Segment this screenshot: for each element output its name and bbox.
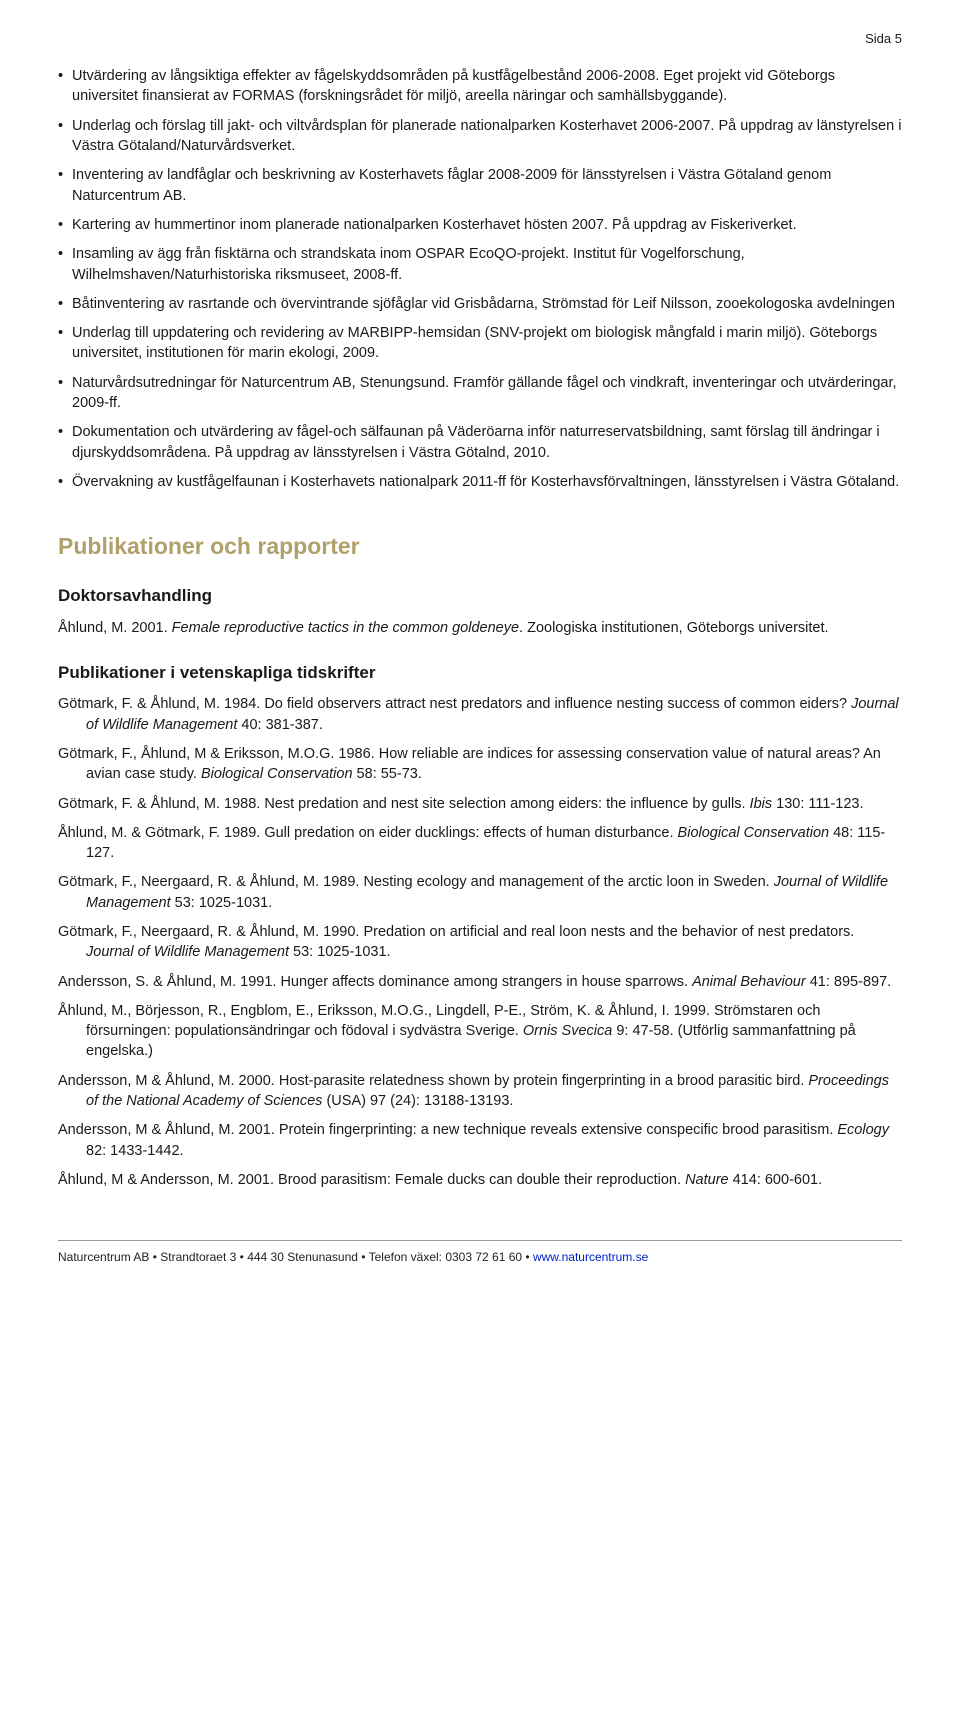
page-number: Sida 5: [58, 30, 902, 48]
footer-separator: •: [149, 1250, 160, 1264]
reference-text: Andersson, M & Åhlund, M. 2001. Protein …: [58, 1122, 837, 1138]
reference-item: Götmark, F., Åhlund, M & Eriksson, M.O.G…: [58, 744, 902, 785]
reference-list-journals: Götmark, F. & Åhlund, M. 1984. Do field …: [58, 694, 902, 1190]
reference-list-dissertation: Åhlund, M. 2001. Female reproductive tac…: [58, 618, 902, 638]
reference-item: Åhlund, M. & Götmark, F. 1989. Gull pred…: [58, 823, 902, 864]
reference-text: 130: 111-123.: [772, 796, 863, 812]
bullet-item: Underlag till uppdatering och revidering…: [58, 323, 902, 364]
reference-text: 40: 381-387.: [237, 717, 322, 733]
reference-text: . Zoologiska institutionen, Göteborgs un…: [519, 620, 829, 636]
footer-address-1: Strandtoraet 3: [160, 1250, 236, 1264]
reference-item: Åhlund, M & Andersson, M. 2001. Brood pa…: [58, 1170, 902, 1190]
reference-item: Andersson, M & Åhlund, M. 2000. Host-par…: [58, 1071, 902, 1112]
reference-text: Götmark, F. & Åhlund, M. 1984. Do field …: [58, 696, 851, 712]
bullet-item: Underlag och förslag till jakt- och vilt…: [58, 116, 902, 157]
reference-journal: Animal Behaviour: [692, 974, 806, 990]
bullet-item: Utvärdering av långsiktiga effekter av f…: [58, 66, 902, 107]
reference-text: Åhlund, M & Andersson, M. 2001. Brood pa…: [58, 1172, 685, 1188]
reference-text: Åhlund, M. & Götmark, F. 1989. Gull pred…: [58, 825, 678, 841]
footer-url-link[interactable]: www.naturcentrum.se: [533, 1250, 648, 1264]
reference-journal: Female reproductive tactics in the commo…: [172, 620, 519, 636]
bullet-item: Naturvårdsutredningar för Naturcentrum A…: [58, 373, 902, 414]
reference-item: Götmark, F. & Åhlund, M. 1988. Nest pred…: [58, 794, 902, 814]
reference-journal: Ecology: [837, 1122, 889, 1138]
footer-org: Naturcentrum AB: [58, 1250, 149, 1264]
reference-text: Andersson, M & Åhlund, M. 2000. Host-par…: [58, 1073, 808, 1089]
bullet-item: Båtinventering av rasrtande och övervint…: [58, 294, 902, 314]
reference-item: Andersson, S. & Åhlund, M. 1991. Hunger …: [58, 972, 902, 992]
reference-journal: Ibis: [750, 796, 773, 812]
reference-text: Götmark, F., Neergaard, R. & Åhlund, M. …: [58, 874, 774, 890]
reference-journal: Nature: [685, 1172, 729, 1188]
project-bullet-list: Utvärdering av långsiktiga effekter av f…: [58, 66, 902, 492]
reference-item: Åhlund, M., Börjesson, R., Engblom, E., …: [58, 1001, 902, 1062]
reference-text: 53: 1025-1031.: [171, 895, 273, 911]
subsection-heading-journals: Publikationer i vetenskapliga tidskrifte…: [58, 661, 902, 685]
reference-text: Åhlund, M. 2001.: [58, 620, 172, 636]
page-footer: Naturcentrum AB • Strandtoraet 3 • 444 3…: [58, 1240, 902, 1266]
reference-item: Andersson, M & Åhlund, M. 2001. Protein …: [58, 1120, 902, 1161]
bullet-item: Övervakning av kustfågelfaunan i Kosterh…: [58, 472, 902, 492]
reference-text: Andersson, S. & Åhlund, M. 1991. Hunger …: [58, 974, 692, 990]
bullet-item: Kartering av hummertinor inom planerade …: [58, 215, 902, 235]
reference-journal: Biological Conservation: [678, 825, 830, 841]
reference-text: Götmark, F., Neergaard, R. & Åhlund, M. …: [58, 924, 854, 940]
reference-journal: Biological Conservation: [201, 766, 353, 782]
bullet-item: Insamling av ägg från fisktärna och stra…: [58, 244, 902, 285]
footer-phone: Telefon växel: 0303 72 61 60: [369, 1250, 522, 1264]
reference-item: Götmark, F. & Åhlund, M. 1984. Do field …: [58, 694, 902, 735]
reference-text: Götmark, F., Åhlund, M & Eriksson, M.O.G…: [58, 746, 881, 782]
subsection-heading-dissertation: Doktorsavhandling: [58, 584, 902, 608]
reference-text: 82: 1433-1442.: [86, 1143, 184, 1159]
reference-text: 414: 600-601.: [729, 1172, 823, 1188]
bullet-item: Inventering av landfåglar och beskrivnin…: [58, 165, 902, 206]
reference-journal: Ornis Svecica: [523, 1023, 612, 1039]
reference-text: 41: 895-897.: [806, 974, 891, 990]
reference-text: Götmark, F. & Åhlund, M. 1988. Nest pred…: [58, 796, 750, 812]
footer-separator: •: [358, 1250, 369, 1264]
reference-item: Götmark, F., Neergaard, R. & Åhlund, M. …: [58, 922, 902, 963]
reference-text: 58: 55-73.: [353, 766, 422, 782]
reference-item: Götmark, F., Neergaard, R. & Åhlund, M. …: [58, 872, 902, 913]
reference-text: 53: 1025-1031.: [289, 944, 391, 960]
reference-text: (USA) 97 (24): 13188-13193.: [322, 1093, 513, 1109]
reference-journal: Journal of Wildlife Management: [86, 944, 289, 960]
footer-address-2: 444 30 Stenunasund: [247, 1250, 358, 1264]
section-heading-publications: Publikationer och rapporter: [58, 530, 902, 562]
footer-separator: •: [522, 1250, 533, 1264]
footer-separator: •: [236, 1250, 247, 1264]
bullet-item: Dokumentation och utvärdering av fågel-o…: [58, 422, 902, 463]
reference-item: Åhlund, M. 2001. Female reproductive tac…: [58, 618, 902, 638]
